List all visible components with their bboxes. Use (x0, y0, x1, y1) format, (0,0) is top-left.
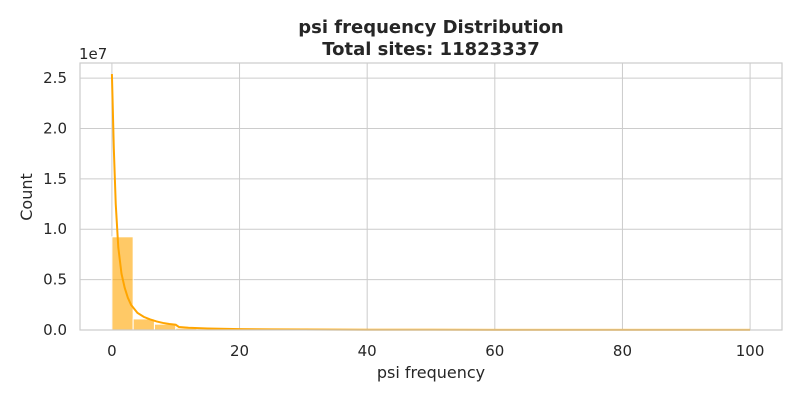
plot-area (80, 63, 782, 330)
x-tick-label: 80 (613, 342, 632, 360)
x-axis-label: psi frequency (377, 363, 485, 382)
chart-title: psi frequency Distribution (298, 17, 563, 38)
x-tick-labels: 0 20 40 60 80 100 (107, 342, 764, 360)
x-tick-label: 20 (230, 342, 249, 360)
y-tick-label: 1.0 (43, 220, 67, 238)
axes-frame (79, 62, 783, 331)
histogram-bar (111, 236, 134, 331)
y-tick-label: 2.0 (43, 119, 67, 137)
chart-subtitle: Total sites: 11823337 (322, 39, 540, 60)
y-offset-label: 1e7 (79, 45, 107, 63)
x-tick-label: 40 (358, 342, 377, 360)
y-tick-label: 0.0 (43, 321, 67, 339)
y-tick-label: 0.5 (43, 271, 67, 289)
y-tick-labels: 0.0 0.5 1.0 1.5 2.0 2.5 (43, 69, 67, 339)
plot-frame (79, 62, 783, 331)
y-axis-label: Count (17, 173, 36, 221)
y-tick-label: 2.5 (43, 69, 67, 87)
y-tick-label: 1.5 (43, 170, 67, 188)
x-tick-label: 0 (107, 342, 117, 360)
x-tick-label: 100 (736, 342, 765, 360)
plot-background (80, 63, 782, 330)
x-tick-label: 60 (485, 342, 504, 360)
